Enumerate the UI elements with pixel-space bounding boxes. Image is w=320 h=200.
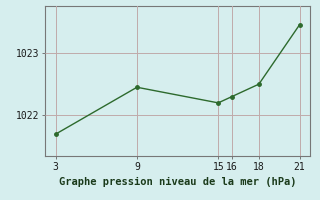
X-axis label: Graphe pression niveau de la mer (hPa): Graphe pression niveau de la mer (hPa): [59, 177, 296, 187]
